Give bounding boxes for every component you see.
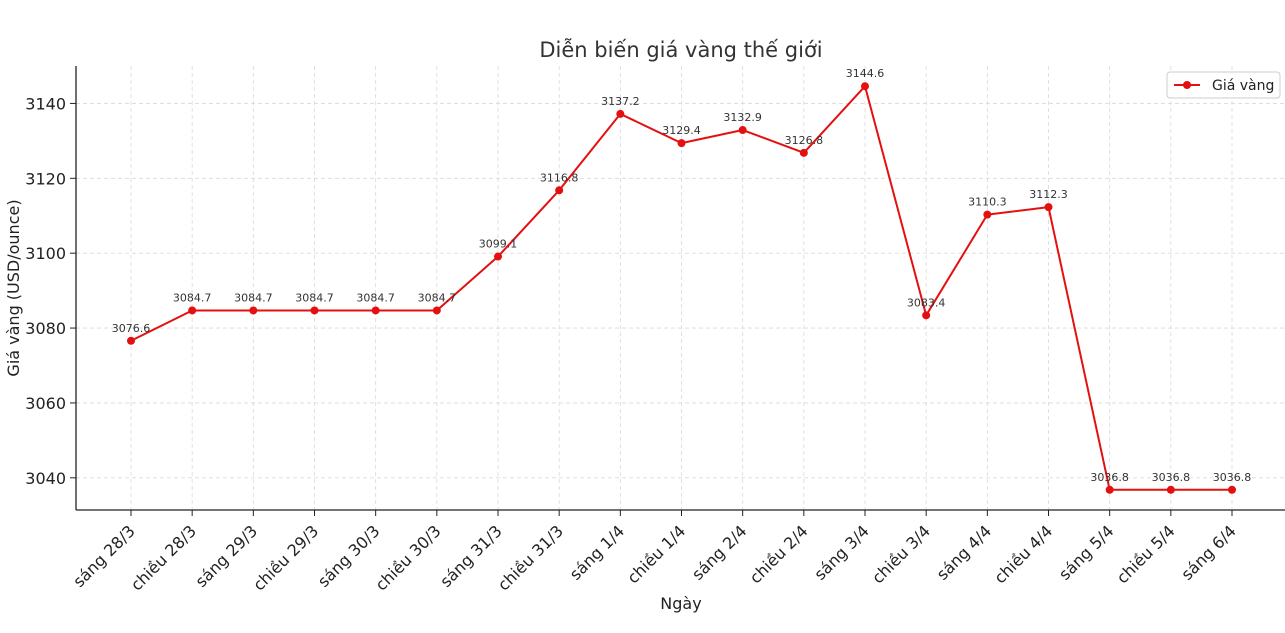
- x-tick-label: chiều 5/4: [1113, 521, 1179, 587]
- legend-marker-swatch: [1183, 81, 1191, 89]
- x-tick-label: sáng 2/4: [688, 521, 750, 583]
- data-point: [310, 306, 319, 315]
- data-label: 3129.4: [662, 124, 701, 137]
- axes: [75, 66, 1285, 511]
- data-label: 3036.8: [1213, 471, 1252, 484]
- data-point: [983, 210, 992, 219]
- data-point: [249, 306, 258, 315]
- x-tick-label: sáng 6/4: [1177, 521, 1239, 583]
- data-label: 3099.1: [479, 238, 518, 251]
- y-tick-label: 3040: [25, 469, 66, 488]
- data-point: [1105, 485, 1114, 494]
- data-point: [555, 186, 564, 195]
- x-tick-label: sáng 5/4: [1055, 521, 1117, 583]
- y-ticks: 3040 3060 3080 3100 3120 3140: [25, 94, 76, 488]
- x-tick-label: sáng 3/4: [810, 521, 872, 583]
- data-point: [738, 126, 747, 135]
- data-label: 3084.7: [356, 291, 395, 304]
- chart-title: Diễn biến giá vàng thế giới: [539, 37, 822, 62]
- x-tick-label: chiều 1/4: [623, 521, 689, 587]
- x-tick-label: chiều 28/3: [127, 521, 200, 594]
- data-label: 3036.8: [1090, 471, 1129, 484]
- data-point: [677, 139, 686, 148]
- data-point: [616, 109, 625, 118]
- data-point: [188, 306, 197, 315]
- y-tick-label: 3140: [25, 94, 66, 113]
- y-axis-label: Giá vàng (USD/ounce): [4, 199, 23, 376]
- data-label: 3132.9: [723, 111, 762, 124]
- x-tick-label: chiều 30/3: [372, 521, 445, 594]
- data-label: 3144.6: [846, 67, 885, 80]
- data-point: [922, 311, 931, 320]
- data-label: 3036.8: [1152, 471, 1191, 484]
- x-tick-label: chiều 3/4: [868, 521, 934, 587]
- y-tick-label: 3100: [25, 244, 66, 263]
- data-label: 3084.7: [418, 291, 457, 304]
- data-label: 3076.6: [112, 322, 151, 335]
- y-tick-label: 3060: [25, 394, 66, 413]
- x-tick-label: chiều 29/3: [249, 521, 322, 594]
- data-label: 3110.3: [968, 196, 1007, 209]
- x-tick-label: sáng 1/4: [566, 521, 628, 583]
- data-label: 3137.2: [601, 95, 640, 108]
- data-label: 3116.8: [540, 171, 579, 184]
- data-label: 3112.3: [1029, 188, 1068, 201]
- data-point: [799, 148, 808, 157]
- x-axis-label: Ngày: [660, 594, 701, 613]
- data-label: 3083.4: [907, 296, 946, 309]
- data-point: [861, 82, 869, 91]
- y-tick-label: 3080: [25, 319, 66, 338]
- data-point: [1166, 485, 1175, 494]
- data-label: 3126.8: [785, 134, 824, 147]
- data-label: 3084.7: [173, 291, 212, 304]
- data-point: [127, 336, 135, 345]
- x-tick-label: chiều 2/4: [746, 521, 812, 587]
- data-point: [1228, 485, 1236, 494]
- data-point: [432, 306, 441, 315]
- x-tick-label: chiều 31/3: [494, 521, 567, 594]
- data-point: [1044, 203, 1053, 212]
- series-group: [127, 82, 1236, 494]
- legend: Giá vàng: [1166, 71, 1281, 99]
- data-point: [494, 252, 502, 261]
- data-label: 3084.7: [234, 291, 273, 304]
- y-tick-label: 3120: [25, 169, 66, 188]
- data-labels: 3076.6 3084.7 3084.7 3084.7 3084.7 3084.7 3099…: [112, 67, 1252, 484]
- legend-label: Giá vàng: [1212, 78, 1274, 94]
- data-point: [371, 306, 380, 315]
- x-tick-label: sáng 4/4: [933, 521, 995, 583]
- x-tick-label: chiều 4/4: [990, 521, 1056, 587]
- legend-frame: [1166, 71, 1281, 99]
- data-label: 3084.7: [295, 291, 334, 304]
